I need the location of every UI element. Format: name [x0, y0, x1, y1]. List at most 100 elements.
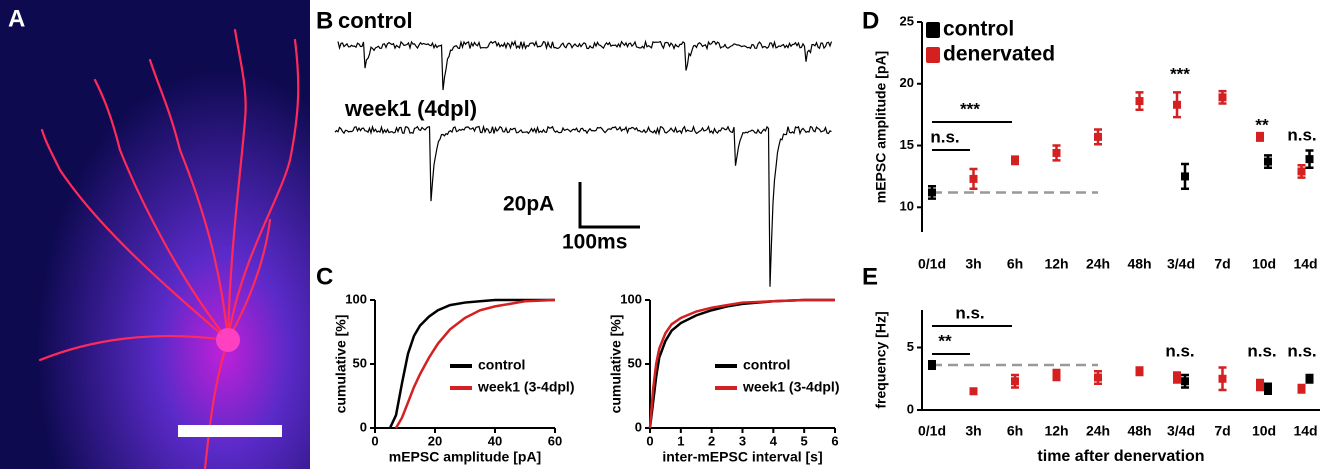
- legend-swatch: [926, 47, 940, 63]
- annotation: ***: [960, 99, 980, 118]
- mean-marker: [1135, 97, 1144, 106]
- x-tick-label: 10d: [1252, 256, 1276, 272]
- mean-marker: [1011, 156, 1019, 165]
- annotation: ***: [1170, 64, 1190, 83]
- x-tick-label: 3/4d: [1167, 256, 1195, 272]
- y-tick-label: 25: [900, 13, 914, 28]
- x-tick-label: 3h: [965, 423, 981, 439]
- x-tick-label: 14d: [1293, 256, 1317, 272]
- x-tick-label: 3h: [965, 256, 981, 272]
- x-tick-label: 0/1d: [918, 423, 946, 439]
- panel-label: D: [862, 7, 879, 34]
- mean-marker: [1256, 381, 1264, 389]
- legend-label: control: [943, 18, 1014, 41]
- y-tick-label: 0: [360, 419, 367, 434]
- mean-marker: [1297, 384, 1306, 393]
- y-tick-label: 100: [620, 291, 642, 306]
- panel-labels: A B C D E: [8, 5, 879, 290]
- mean-marker: [1094, 373, 1102, 382]
- x-tick-label: 7d: [1214, 256, 1230, 272]
- cumulative-line: [388, 298, 555, 429]
- x-tick-label: 7d: [1214, 423, 1230, 439]
- y-tick-label: 50: [353, 355, 367, 370]
- y-axis-label: cumulative [%]: [333, 315, 349, 414]
- legend-label: control: [478, 357, 525, 373]
- x-tick-label: 40: [488, 433, 502, 448]
- trace-label: week1 (4dpl): [344, 96, 477, 121]
- y-tick-label: 5: [907, 339, 914, 354]
- y-tick-label: 100: [345, 291, 367, 306]
- x-tick-label: 0: [646, 433, 653, 448]
- cumulative-line: [394, 298, 556, 429]
- mean-marker: [1305, 374, 1314, 383]
- panel-label: C: [316, 263, 333, 290]
- x-axis-label: mEPSC amplitude [pA]: [389, 449, 541, 465]
- mean-marker: [928, 188, 936, 197]
- mean-marker: [1181, 377, 1189, 386]
- annotation: n.s.: [955, 303, 984, 322]
- mean-marker: [1264, 157, 1272, 166]
- x-tick-label: 3: [739, 433, 746, 448]
- y-axis-label: mEPSC amplitude [pA]: [873, 51, 889, 203]
- annotation: n.s.: [1247, 341, 1276, 360]
- y-tick-label: 20: [900, 75, 914, 90]
- x-tick-label: 10d: [1252, 423, 1276, 439]
- x-axis-label: time after denervation: [1037, 448, 1204, 465]
- mean-marker: [1094, 132, 1102, 141]
- annotation: n.s.: [1287, 125, 1316, 144]
- panel-label: E: [862, 263, 878, 290]
- legend-label: denervated: [943, 43, 1055, 66]
- mean-marker: [1297, 167, 1306, 176]
- legend-swatch: [926, 22, 940, 38]
- y-tick-label: 0: [635, 419, 642, 434]
- x-tick-label: 60: [548, 433, 562, 448]
- mean-marker: [969, 174, 978, 183]
- cumulative-line: [648, 298, 835, 429]
- scale-bar: [578, 182, 640, 229]
- panel-label: A: [8, 5, 25, 32]
- panel-label: B: [316, 7, 333, 34]
- scale-bar-label: 20pA: [503, 193, 554, 216]
- scale-bar-label: 100ms: [562, 231, 627, 254]
- y-axis-label: cumulative [%]: [608, 315, 624, 414]
- mean-marker: [1052, 371, 1061, 379]
- x-tick-label: 0/1d: [918, 256, 946, 272]
- mean-marker: [1256, 132, 1264, 141]
- x-tick-label: 24h: [1086, 256, 1110, 272]
- mean-marker: [1218, 374, 1227, 383]
- trace-label: control: [338, 8, 413, 33]
- mean-marker: [1173, 373, 1181, 382]
- x-tick-label: 14d: [1293, 423, 1317, 439]
- x-tick-label: 1: [677, 433, 684, 448]
- x-tick-label: 4: [770, 433, 778, 448]
- mean-marker: [1264, 384, 1272, 393]
- y-tick-label: 0: [907, 401, 914, 416]
- x-tick-label: 3/4d: [1167, 423, 1195, 439]
- y-axis-label: frequency [Hz]: [873, 311, 889, 408]
- x-tick-label: 6h: [1007, 423, 1023, 439]
- mean-marker: [1135, 367, 1144, 376]
- mean-marker: [1173, 100, 1181, 109]
- micrograph: [0, 0, 310, 469]
- annotation: n.s.: [1287, 341, 1316, 360]
- y-tick-label: 50: [628, 355, 642, 370]
- annotation: n.s.: [1165, 341, 1194, 360]
- y-tick-label: 10: [900, 199, 914, 214]
- x-tick-label: 20: [428, 433, 442, 448]
- trace: [334, 124, 832, 287]
- x-tick-label: 12h: [1044, 423, 1068, 439]
- x-tick-label: 6h: [1007, 256, 1023, 272]
- y-tick-label: 15: [900, 137, 914, 152]
- mean-marker: [1218, 93, 1227, 102]
- x-tick-label: 5: [801, 433, 808, 448]
- mean-marker: [928, 361, 936, 369]
- mean-marker: [1052, 148, 1061, 157]
- x-tick-label: 48h: [1127, 423, 1151, 439]
- annotation: **: [1255, 115, 1269, 134]
- mean-marker: [969, 387, 978, 396]
- legend-label: control: [743, 357, 790, 373]
- legend-label: week1 (3-4dpl): [742, 379, 839, 395]
- annotation: **: [938, 331, 952, 350]
- x-tick-label: 0: [371, 433, 378, 448]
